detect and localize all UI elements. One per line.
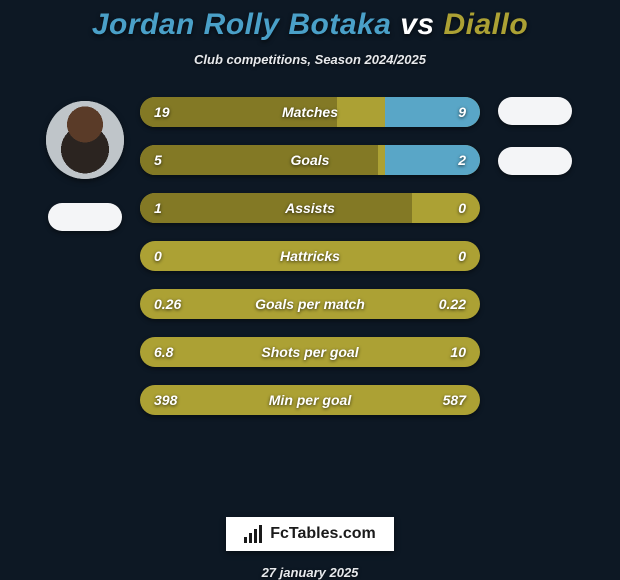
title-vs: vs <box>400 8 434 41</box>
stat-overlay: 0Hattricks0 <box>140 241 480 271</box>
stat-right-value: 2 <box>426 152 466 168</box>
brand-box[interactable]: FcTables.com <box>226 517 394 551</box>
stat-right-value: 0 <box>426 248 466 264</box>
stat-right-value: 587 <box>426 392 466 408</box>
subtitle: Club competitions, Season 2024/2025 <box>194 52 426 67</box>
player-left-column <box>30 97 140 231</box>
stat-overlay: 6.8Shots per goal10 <box>140 337 480 367</box>
stat-right-value: 0.22 <box>426 296 466 312</box>
stat-left-value: 5 <box>154 152 194 168</box>
stats-column: 19Matches95Goals21Assists00Hattricks00.2… <box>140 97 480 415</box>
stat-left-value: 1 <box>154 200 194 216</box>
stat-left-value: 0 <box>154 248 194 264</box>
stat-left-value: 0.26 <box>154 296 194 312</box>
stat-right-value: 9 <box>426 104 466 120</box>
stat-bar-goals-per-match: 0.26Goals per match0.22 <box>140 289 480 319</box>
stat-bar-shots-per-goal: 6.8Shots per goal10 <box>140 337 480 367</box>
stat-left-value: 398 <box>154 392 194 408</box>
stat-left-value: 6.8 <box>154 344 194 360</box>
stat-bar-min-per-goal: 398Min per goal587 <box>140 385 480 415</box>
title-player2: Diallo <box>443 8 528 41</box>
player-left-avatar <box>46 101 124 179</box>
stat-label: Matches <box>194 104 426 120</box>
date-text: 27 january 2025 <box>262 565 359 580</box>
player-right-column <box>480 97 590 175</box>
page-title: Jordan Rolly Botaka vs Diallo <box>92 8 528 42</box>
stat-overlay: 0.26Goals per match0.22 <box>140 289 480 319</box>
stat-label: Hattricks <box>194 248 426 264</box>
footer: FcTables.com 27 january 2025 <box>226 517 394 580</box>
comparison-card: Jordan Rolly Botaka vs Diallo Club compe… <box>0 0 620 580</box>
stat-bar-goals: 5Goals2 <box>140 145 480 175</box>
stat-label: Goals per match <box>194 296 426 312</box>
player-right-club-pill-2 <box>498 147 572 175</box>
main-row: 19Matches95Goals21Assists00Hattricks00.2… <box>0 97 620 509</box>
player-right-club-pill-1 <box>498 97 572 125</box>
stat-overlay: 5Goals2 <box>140 145 480 175</box>
player-left-club-pill <box>48 203 122 231</box>
player-left-avatar-img <box>46 101 124 179</box>
brand-text: FcTables.com <box>270 525 376 543</box>
stat-label: Assists <box>194 200 426 216</box>
title-player1: Jordan Rolly Botaka <box>92 8 392 41</box>
stat-right-value: 0 <box>426 200 466 216</box>
stat-bar-hattricks: 0Hattricks0 <box>140 241 480 271</box>
stat-label: Goals <box>194 152 426 168</box>
stat-label: Shots per goal <box>194 344 426 360</box>
stat-label: Min per goal <box>194 392 426 408</box>
stat-right-value: 10 <box>426 344 466 360</box>
stat-bar-matches: 19Matches9 <box>140 97 480 127</box>
brand-logo-icon <box>244 525 264 543</box>
stat-overlay: 398Min per goal587 <box>140 385 480 415</box>
stat-overlay: 19Matches9 <box>140 97 480 127</box>
stat-bar-assists: 1Assists0 <box>140 193 480 223</box>
stat-left-value: 19 <box>154 104 194 120</box>
stat-overlay: 1Assists0 <box>140 193 480 223</box>
